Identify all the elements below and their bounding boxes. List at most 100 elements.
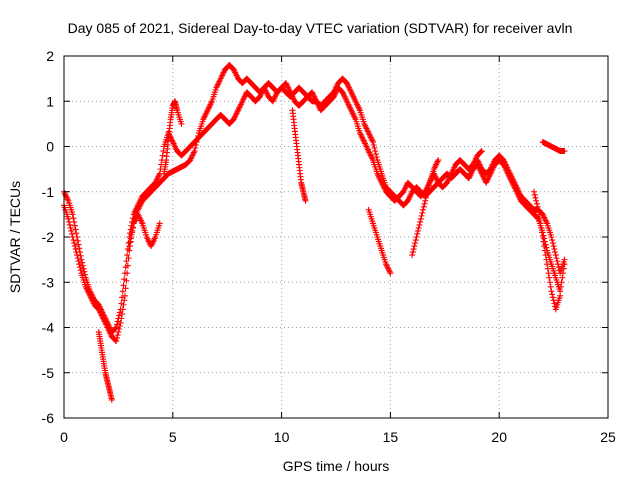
data-point (414, 227, 421, 234)
data-point (531, 191, 538, 198)
data-point (117, 306, 124, 313)
data-point (543, 256, 550, 263)
data-point (75, 241, 82, 248)
data-point (124, 252, 131, 259)
data-point (423, 191, 430, 198)
data-point (128, 231, 135, 238)
data-point (416, 221, 423, 228)
data-point (420, 203, 427, 210)
data-point (71, 222, 78, 229)
data-point (478, 148, 485, 155)
data-point (544, 261, 551, 268)
series-spike-19h (465, 148, 485, 182)
data-point (73, 230, 80, 237)
data-point (371, 145, 378, 152)
y-tick-label: 0 (46, 139, 54, 155)
data-point (549, 291, 556, 298)
data-point (538, 229, 545, 236)
data-point (79, 259, 86, 266)
data-point (553, 255, 560, 262)
data-point (534, 203, 541, 210)
data-point (425, 182, 432, 189)
data-point (540, 232, 547, 239)
data-point (412, 240, 419, 247)
data-point (538, 224, 545, 231)
data-point (370, 141, 377, 148)
data-point (77, 252, 84, 259)
data-point (425, 185, 432, 192)
data-point (536, 215, 543, 222)
data-point (114, 318, 121, 325)
y-tick-label: -2 (42, 229, 55, 245)
x-axis-label: GPS time / hours (283, 458, 390, 474)
data-point (420, 206, 427, 213)
data-point (81, 268, 88, 275)
data-point (75, 258, 82, 265)
data-point (541, 247, 548, 254)
data-point (545, 270, 552, 277)
series-track-main (61, 62, 568, 345)
data-point (554, 261, 561, 268)
data-point (549, 240, 556, 247)
series-dip-2h (95, 329, 115, 403)
data-point (548, 234, 555, 240)
series-spike-17h (409, 157, 442, 259)
y-tick-label: 2 (46, 48, 54, 64)
data-point (409, 249, 416, 256)
data-point (557, 292, 564, 299)
y-tick-label: -4 (42, 320, 55, 336)
y-tick-label: -5 (42, 365, 55, 381)
data-point (76, 245, 83, 252)
data-point (373, 154, 380, 161)
data-point (118, 300, 125, 307)
data-point (552, 249, 559, 256)
data-point (122, 264, 129, 271)
data-point (156, 220, 163, 227)
data-point (551, 246, 558, 253)
data-point (70, 237, 77, 244)
data-point (114, 332, 121, 339)
data-point (558, 279, 565, 286)
data-point (112, 325, 119, 332)
data-point (412, 237, 419, 244)
data-point (542, 252, 549, 259)
y-axis-label: SDTVAR / TECUs (7, 181, 23, 293)
data-point (66, 221, 73, 228)
data-points (61, 62, 568, 403)
data-point (119, 294, 126, 301)
data-point (115, 315, 122, 322)
data-point (124, 246, 131, 253)
data-point (418, 212, 425, 219)
data-point (159, 152, 166, 159)
series-loop-3-4h (126, 211, 163, 250)
data-point (70, 215, 77, 222)
data-point (424, 188, 431, 195)
ticks: 0 5 10 15 20 25 -6 -5 -4 -3 -2 -1 0 1 2 (42, 48, 616, 445)
x-tick-label: 20 (491, 429, 507, 445)
y-tick-label: -1 (42, 184, 55, 200)
data-point (72, 226, 79, 233)
data-point (120, 282, 127, 289)
chart-title: Day 085 of 2021, Sidereal Day-to-day VTE… (68, 20, 573, 36)
data-point (80, 265, 87, 272)
data-point (69, 211, 76, 218)
data-point (127, 239, 134, 246)
data-point (413, 234, 420, 240)
data-point (126, 243, 133, 250)
data-point (419, 209, 426, 216)
data-point (537, 220, 544, 227)
data-point (411, 243, 418, 250)
data-point (76, 249, 83, 256)
data-point (536, 211, 543, 218)
data-point (535, 206, 542, 213)
series-dip-22h (531, 188, 564, 313)
data-point (561, 256, 568, 263)
data-point (422, 194, 429, 201)
data-point (74, 234, 81, 240)
data-point (113, 338, 120, 345)
data-point (65, 215, 72, 222)
data-point (79, 262, 86, 269)
series-spur-5h (161, 98, 185, 177)
data-point (302, 197, 309, 204)
data-point (68, 227, 75, 234)
